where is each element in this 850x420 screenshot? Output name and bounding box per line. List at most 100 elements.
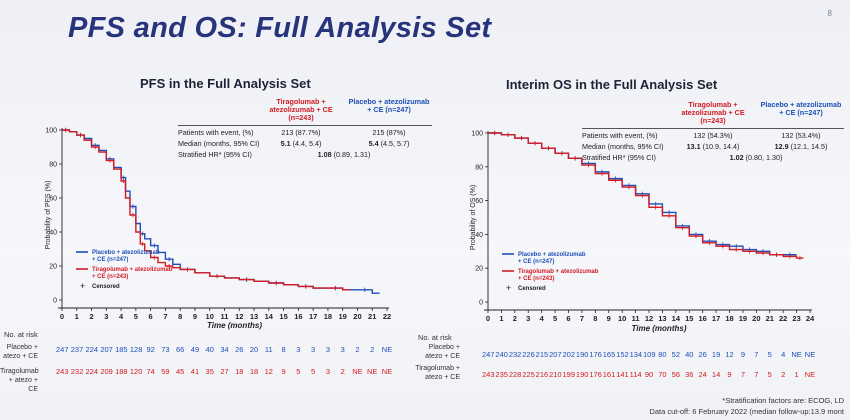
os-x-tick-label: 8 (593, 314, 597, 323)
os-tira-events: 132 (54.3%) (693, 131, 733, 140)
os-x-tick-label: 16 (698, 314, 706, 323)
risk-value: NE (804, 350, 816, 359)
os-x-tick-label: 22 (779, 314, 787, 323)
risk-value: 40 (685, 350, 694, 359)
risk-value: 235 (495, 370, 508, 379)
os-col-header-tira: Tiragolumab + atezolizumab + CE (n=243) (681, 100, 745, 125)
pfs-x-tick-label: 19 (339, 312, 347, 321)
risk-value: 188 (115, 367, 128, 376)
os-risk-label-tira: Tiragolumab + atezo + CE (415, 365, 460, 381)
risk-value: 7 (740, 370, 745, 379)
risk-value: 14 (711, 370, 721, 379)
risk-value: 207 (549, 350, 562, 359)
pfs-legend-label: Placebo + atezolizumab (92, 250, 160, 256)
os-x-tick-label: 2 (513, 314, 517, 323)
risk-value: 34 (220, 345, 229, 354)
risk-value: 92 (146, 345, 155, 354)
risk-value: 232 (508, 350, 522, 359)
os-x-tick-label: 7 (580, 314, 584, 323)
risk-value: 3 (340, 345, 345, 354)
risk-value: 12 (725, 350, 734, 359)
pfs-x-tick-label: 6 (149, 312, 153, 321)
pfs-x-tick-label: 12 (235, 312, 243, 321)
pfs-col-header-tira: Tiragolumab + atezolizumab + CE (n=243) (269, 97, 333, 122)
pfs-y-tick-label: 80 (49, 162, 57, 169)
os-x-tick-label: 20 (752, 314, 760, 323)
pfs-tira-median: 5.1 (4.4, 5.4) (280, 139, 322, 148)
risk-value: 109 (643, 350, 656, 359)
pfs-legend-label-cont: + CE (n=247) (92, 257, 128, 263)
os-y-tick-label: 60 (475, 198, 483, 205)
pfs-panel-title: PFS in the Full Analysis Set (140, 76, 311, 91)
risk-value: 2 (781, 370, 786, 379)
os-legend-censor-symbol: + (506, 283, 511, 293)
risk-value: 176 (589, 370, 602, 379)
risk-value: 24 (698, 370, 707, 379)
risk-value: 185 (115, 345, 128, 354)
risk-value: 114 (629, 370, 642, 379)
risk-value: 190 (575, 350, 589, 359)
risk-value: 35 (205, 367, 214, 376)
risk-value: 128 (129, 345, 143, 354)
risk-value: 49 (190, 345, 200, 354)
risk-value: 5 (767, 370, 772, 379)
os-risk-header: No. at risk (418, 333, 452, 342)
risk-value: 9 (281, 367, 286, 376)
os-col-header-placebo: Placebo + atezolizumab + CE (n=247) (760, 100, 842, 117)
risk-value: 1 (794, 370, 799, 379)
risk-value: 5 (767, 350, 772, 359)
risk-value: 134 (629, 350, 643, 359)
risk-value: 56 (671, 370, 680, 379)
os-x-tick-label: 3 (526, 314, 530, 323)
os-placebo-events: 132 (53.4%) (781, 131, 821, 140)
risk-value: NE (367, 367, 378, 376)
risk-value: 2 (340, 367, 345, 376)
os-x-tick-label: 5 (553, 314, 557, 323)
os-series-tira-line (488, 132, 804, 259)
risk-value: 3 (325, 367, 330, 376)
os-x-tick-label: 6 (566, 314, 570, 323)
risk-value: 90 (644, 370, 654, 379)
os-y-tick-label: 40 (475, 232, 483, 239)
os-placebo-median: 12.9 (12.1, 14.5) (774, 142, 828, 151)
pfs-x-tick-label: 14 (265, 312, 274, 321)
os-x-tick-label: 11 (632, 314, 640, 323)
risk-value: 4 (781, 350, 786, 359)
os-x-tick-label: 18 (725, 314, 733, 323)
pfs-y-tick-label: 40 (49, 230, 57, 237)
risk-value: 243 (56, 367, 69, 376)
risk-value: 11 (264, 345, 273, 354)
risk-value: 59 (161, 367, 170, 376)
pfs-y-tick-label: 20 (49, 264, 57, 271)
risk-value: 74 (146, 367, 155, 376)
risk-value: 70 (658, 370, 667, 379)
pfs-x-tick-label: 11 (221, 312, 229, 321)
os-x-tick-label: 21 (766, 314, 774, 323)
pfs-x-tick-label: 20 (353, 312, 361, 321)
risk-value: NE (381, 345, 393, 354)
os-row-label-median: Median (months, 95% CI) (582, 142, 664, 151)
os-x-tick-label: 19 (739, 314, 747, 323)
risk-value: 27 (220, 367, 229, 376)
risk-value: 209 (100, 367, 113, 376)
risk-value: 19 (711, 350, 721, 359)
pfs-x-tick-label: 16 (294, 312, 302, 321)
risk-value: 18 (249, 367, 259, 376)
pfs-tira-events: 213 (87.7%) (281, 128, 321, 137)
os-x-tick-label: 9 (607, 314, 611, 323)
risk-value: 210 (549, 370, 562, 379)
risk-value: 18 (235, 367, 244, 376)
os-y-tick-label: 80 (475, 164, 483, 171)
risk-value: 7 (754, 370, 759, 379)
pfs-risk-header: No. at risk (4, 330, 38, 339)
os-legend-label-cont: + CE (n=247) (518, 259, 554, 265)
os-x-tick-label: 17 (712, 314, 720, 323)
risk-value: 228 (508, 370, 522, 379)
pfs-x-tick-label: 5 (134, 312, 138, 321)
risk-value: 5 (296, 367, 301, 376)
pfs-x-tick-label: 13 (250, 312, 258, 321)
os-tira-median: 13.1 (10.9, 14.4) (686, 142, 740, 151)
risk-value: 224 (85, 367, 99, 376)
slide-title: PFS and OS: Full Analysis Set (68, 12, 492, 44)
risk-value: 141 (616, 370, 629, 379)
